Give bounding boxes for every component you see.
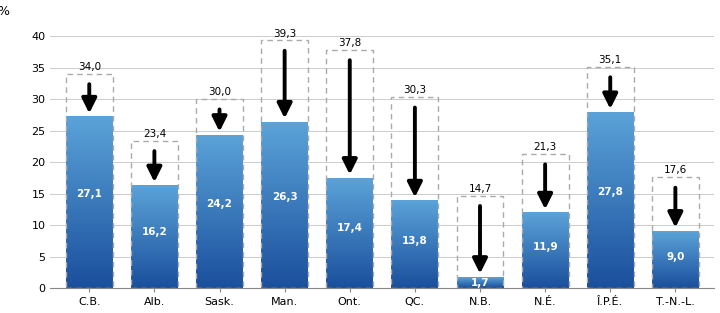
Text: 21,3: 21,3 [534, 142, 557, 152]
Text: 37,8: 37,8 [338, 38, 361, 48]
Text: 13,8: 13,8 [402, 235, 428, 245]
Text: 24,2: 24,2 [207, 199, 233, 209]
Bar [196, 99, 243, 288]
Bar [131, 141, 178, 288]
Bar [66, 74, 113, 288]
Text: 27,1: 27,1 [76, 189, 102, 199]
Bar [652, 177, 699, 288]
Text: 1,7: 1,7 [471, 278, 490, 288]
Bar [261, 40, 308, 288]
Bar [522, 154, 569, 288]
Text: 26,3: 26,3 [271, 192, 297, 202]
Text: 30,0: 30,0 [208, 87, 231, 97]
Text: 39,3: 39,3 [273, 28, 296, 38]
Bar [587, 67, 634, 288]
Text: 17,4: 17,4 [337, 223, 363, 233]
Text: 35,1: 35,1 [598, 55, 622, 65]
Bar [392, 97, 438, 288]
Bar [456, 196, 503, 288]
Text: 34,0: 34,0 [78, 62, 101, 72]
Text: 17,6: 17,6 [664, 166, 687, 176]
Text: 16,2: 16,2 [142, 227, 167, 237]
Text: 23,4: 23,4 [143, 129, 166, 139]
Text: 9,0: 9,0 [666, 252, 685, 262]
Text: 27,8: 27,8 [598, 187, 624, 197]
Text: 14,7: 14,7 [469, 184, 492, 194]
Text: 11,9: 11,9 [532, 242, 558, 252]
Bar [326, 50, 373, 288]
Text: 30,3: 30,3 [403, 85, 426, 95]
Text: %: % [0, 5, 9, 18]
